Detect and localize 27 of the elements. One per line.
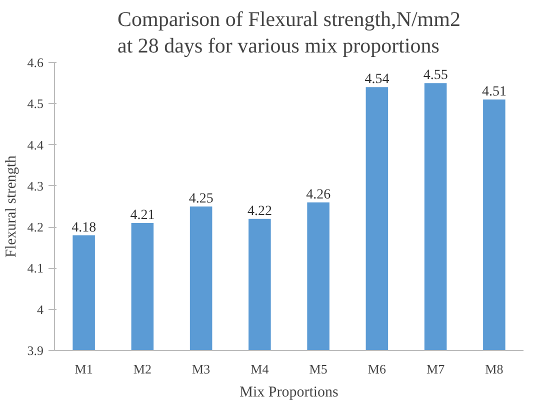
y-tick-label: 4.6 [27, 55, 44, 70]
y-tick-label: 4.1 [27, 260, 44, 276]
x-tick-label: M2 [133, 362, 152, 376]
x-tick-label: M8 [485, 362, 504, 376]
y-tick-label: 3.9 [27, 343, 44, 358]
data-label: 4.51 [482, 84, 506, 100]
y-tick-label: 4.5 [27, 96, 44, 112]
y-tick-label: 4.3 [27, 178, 44, 194]
data-label: 4.22 [247, 204, 272, 219]
x-axis-title: Mix Proportions [240, 384, 339, 400]
x-tick-label: M5 [309, 362, 328, 376]
data-label: 4.26 [306, 187, 331, 202]
y-tick-label: 4.4 [27, 137, 44, 152]
chart-title: Comparison of Flexural strength,N/mm2 at 28 days for various mix proportions [118, 7, 460, 58]
x-tick-label: M4 [250, 362, 270, 376]
data-label: 4.25 [188, 192, 214, 206]
y-tick-label: 4 [37, 302, 44, 317]
data-label: 4.54 [364, 72, 390, 88]
x-tick-label: M1 [74, 362, 93, 376]
data-label: 4.55 [423, 68, 448, 84]
x-tick-label: M3 [192, 362, 210, 376]
data-label: 4.18 [72, 220, 96, 236]
x-tick-label: M7 [426, 362, 446, 376]
y-tick-label: 4.2 [27, 220, 44, 235]
y-axis-title: Flexural strength [3, 154, 20, 258]
data-label: 4.21 [130, 208, 155, 223]
x-tick-label: M6 [368, 362, 386, 376]
